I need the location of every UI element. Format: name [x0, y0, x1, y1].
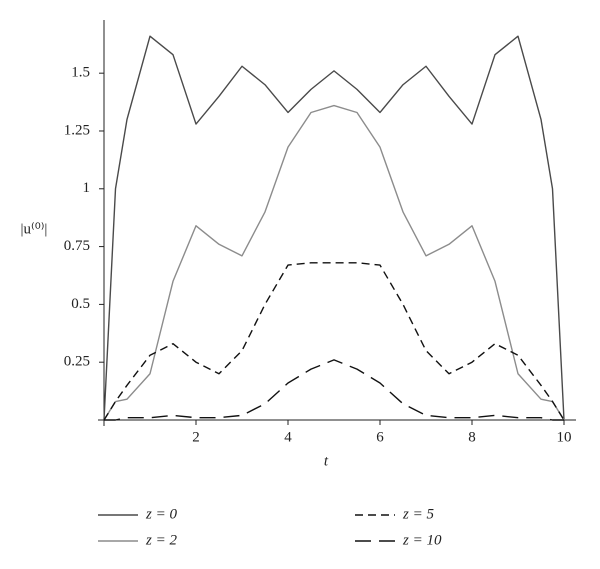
- y-tick-label: 0.5: [71, 296, 90, 312]
- legend-label: z = 5: [402, 506, 434, 522]
- series-line: [103, 262, 565, 421]
- x-tick-label: 6: [376, 429, 384, 445]
- y-tick-label: 1: [83, 180, 91, 196]
- x-axis-label: t: [324, 453, 329, 469]
- series-line: [103, 35, 565, 421]
- legend-label: z = 0: [145, 506, 177, 522]
- x-tick-label: 4: [284, 429, 292, 445]
- x-tick-label: 10: [557, 429, 572, 445]
- series-line: [104, 359, 564, 421]
- series-line: [103, 104, 565, 421]
- y-tick-label: 1.5: [71, 65, 90, 81]
- y-tick-label: 0.25: [64, 354, 90, 370]
- x-tick-label: 8: [468, 429, 476, 445]
- y-axis-label: |u⁽⁰⁾|: [21, 221, 48, 237]
- legend-label: z = 2: [145, 532, 177, 548]
- legend-label: z = 10: [402, 532, 442, 548]
- y-tick-label: 1.25: [64, 122, 90, 138]
- y-tick-label: 0.75: [64, 238, 90, 254]
- x-tick-label: 2: [192, 429, 200, 445]
